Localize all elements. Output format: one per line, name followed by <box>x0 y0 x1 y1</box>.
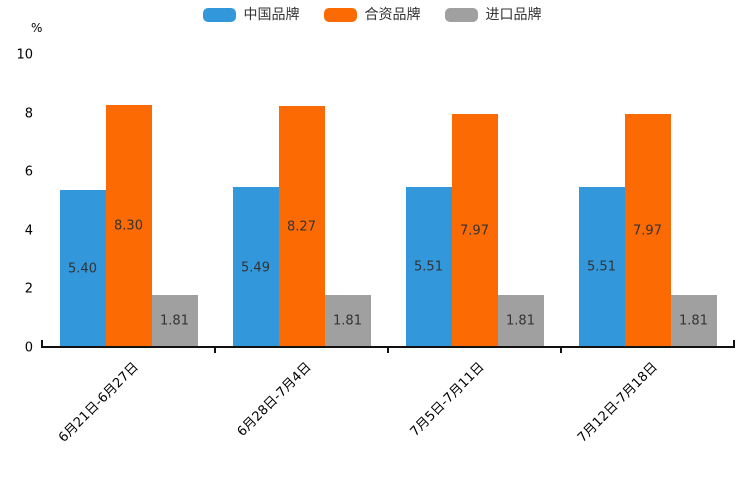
bar: 8.27 <box>278 105 325 348</box>
y-axis-unit-label: % <box>31 21 43 35</box>
y-axis-tick-label: 0 <box>24 340 33 356</box>
legend-item-series-1[interactable]: 中国品牌 <box>202 7 300 23</box>
legend-swatch-icon <box>202 8 236 22</box>
bar: 5.40 <box>59 189 106 348</box>
x-axis-category-label: 7月5日-7月11日 <box>407 359 488 440</box>
legend: 中国品牌 合资品牌 进口品牌 <box>0 8 744 22</box>
bar-value-label: 5.40 <box>68 261 97 277</box>
legend-swatch-icon <box>444 8 478 22</box>
bar-value-label: 7.97 <box>633 223 662 239</box>
bar: 1.81 <box>151 294 198 348</box>
legend-item-series-2[interactable]: 合资品牌 <box>323 7 421 23</box>
bar: 1.81 <box>324 294 371 348</box>
bar: 8.30 <box>105 104 152 348</box>
x-axis-category-label: 6月28日-7月4日 <box>234 359 315 440</box>
y-axis-tick-label: 4 <box>24 223 33 239</box>
bar-value-label: 1.81 <box>160 313 189 329</box>
bar-value-label: 1.81 <box>333 313 362 329</box>
y-axis-tick-label: 8 <box>24 106 33 122</box>
bar-value-label: 1.81 <box>679 313 708 329</box>
bar: 1.81 <box>670 294 717 348</box>
bar: 5.49 <box>232 187 279 348</box>
bar: 7.97 <box>624 114 671 348</box>
bar-value-label: 5.51 <box>587 259 616 275</box>
x-axis-right-cap <box>733 340 735 348</box>
legend-item-label: 进口品牌 <box>485 7 542 23</box>
y-axis-tick-label: 2 <box>24 281 33 297</box>
x-axis-line <box>42 346 735 348</box>
bar-value-label: 5.49 <box>241 260 270 276</box>
legend-item-label: 中国品牌 <box>243 7 300 23</box>
bar-value-label: 8.27 <box>287 219 316 235</box>
legend-item-label: 合资品牌 <box>364 7 421 23</box>
bar-value-label: 5.51 <box>414 259 443 275</box>
bar-value-label: 8.30 <box>114 218 143 234</box>
bar-value-label: 7.97 <box>460 223 489 239</box>
legend-item-series-3[interactable]: 进口品牌 <box>444 7 542 23</box>
y-axis-tick-label: 6 <box>24 164 33 180</box>
bar: 5.51 <box>405 186 452 348</box>
x-axis-tick <box>387 348 389 353</box>
bar: 1.81 <box>497 294 544 348</box>
y-axis-tick-label: 10 <box>16 47 33 63</box>
legend-swatch-icon <box>323 8 357 22</box>
bar-value-label: 1.81 <box>506 313 535 329</box>
bar: 5.51 <box>578 186 625 348</box>
bar: 7.97 <box>451 114 498 348</box>
x-axis-category-label: 7月12日-7月18日 <box>575 359 661 446</box>
x-axis-tick <box>214 348 216 353</box>
x-axis-category-label: 6月21日-6月27日 <box>56 359 142 446</box>
x-axis-tick <box>560 348 562 353</box>
x-axis-left-cap <box>41 340 43 348</box>
